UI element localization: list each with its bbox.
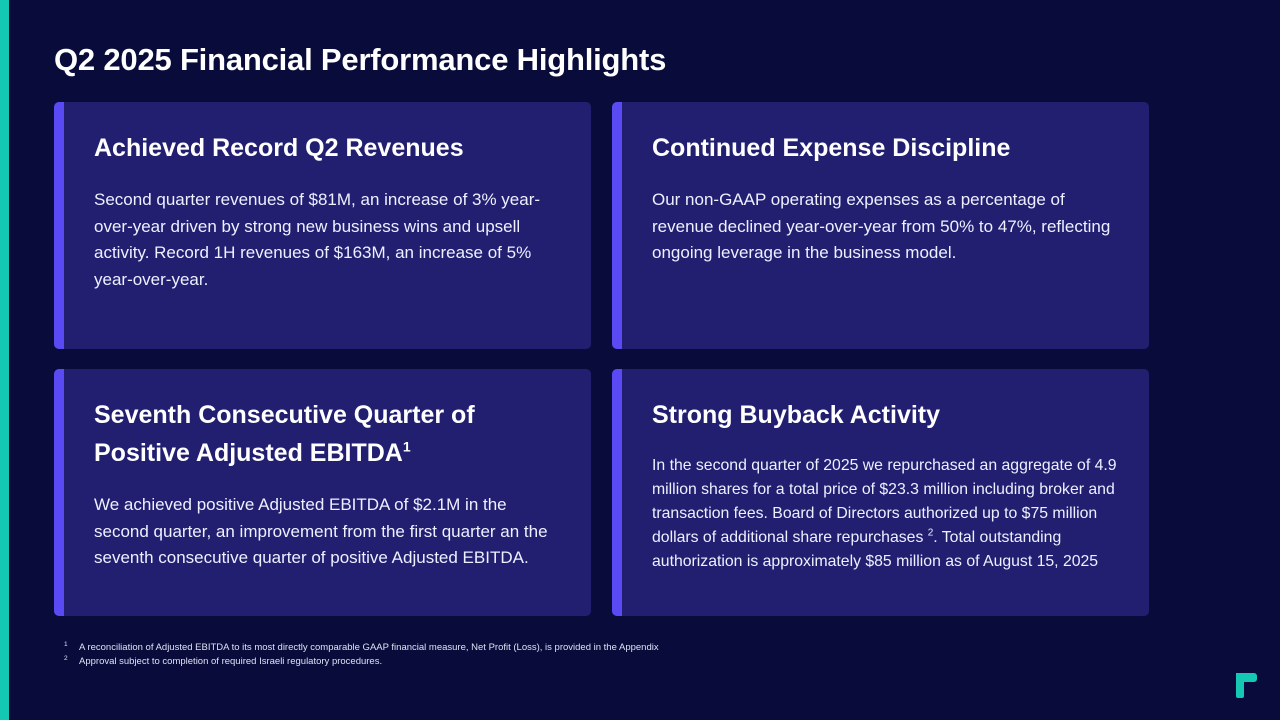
card-body: In the second quarter of 2025 we repurch… [652,454,1119,574]
card-accent-bar [612,369,622,616]
card-accent-bar [54,102,64,349]
card-title-text: Seventh Consecutive Quarter of Positive … [94,401,475,467]
card-body: Second quarter revenues of $81M, an incr… [94,190,541,289]
footnote-number: 1 [64,641,68,648]
card-body: Our non-GAAP operating expenses as a per… [652,190,1111,262]
card-title: Seventh Consecutive Quarter of Positive … [94,396,531,472]
card-body: We achieved positive Adjusted EBITDA of … [94,495,548,567]
footnote-number: 2 [64,655,68,662]
footnote-text: Approval subject to completion of requir… [79,656,383,667]
card-title: Achieved Record Q2 Revenues [94,134,464,162]
card-body-text-continued: . Total outstanding authorization is app… [652,529,1099,570]
card-record-revenues: Achieved Record Q2 Revenues Second quart… [54,102,591,349]
footnote-text: A reconciliation of Adjusted EBITDA to i… [79,642,659,653]
card-buyback-activity: Strong Buyback Activity In the second qu… [612,369,1149,616]
footnote-1: 1 A reconciliation of Adjusted EBITDA to… [64,641,659,655]
slide-title: Q2 2025 Financial Performance Highlights [54,42,667,77]
card-body-text: In the second quarter of 2025 we repurch… [652,457,1117,546]
card-expense-discipline: Continued Expense Discipline Our non-GAA… [612,102,1149,349]
footnote-2: 2 Approval subject to completion of requ… [64,655,659,669]
footnote-marker: 1 [402,438,411,455]
card-title: Continued Expense Discipline [652,134,1011,162]
footnotes: 1 A reconciliation of Adjusted EBITDA to… [64,641,659,669]
footnote-marker: 2 [927,527,934,539]
card-positive-ebitda: Seventh Consecutive Quarter of Positive … [54,369,591,616]
card-accent-bar [612,102,622,349]
company-logo-icon [1236,673,1257,698]
card-title: Strong Buyback Activity [652,401,941,429]
card-accent-bar [54,369,64,616]
left-accent-bar [0,0,9,720]
